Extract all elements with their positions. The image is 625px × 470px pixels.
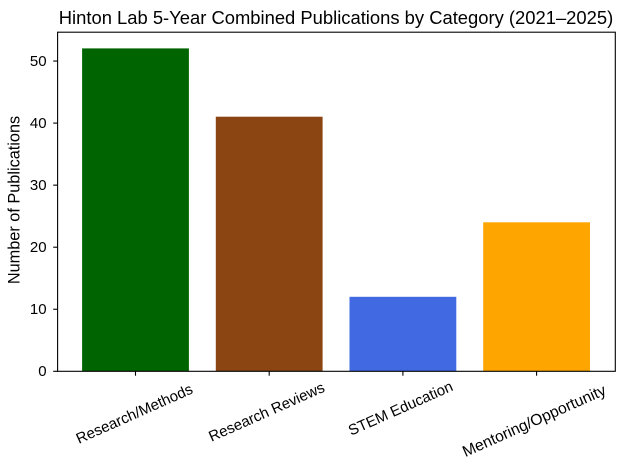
svg-text:Hinton Lab 5-Year Combined Pub: Hinton Lab 5-Year Combined Publications …	[59, 7, 613, 28]
svg-text:50: 50	[30, 53, 47, 70]
svg-text:0: 0	[38, 363, 46, 380]
svg-text:Number of Publications: Number of Publications	[5, 116, 23, 284]
svg-text:40: 40	[30, 115, 47, 132]
svg-text:10: 10	[30, 301, 47, 318]
svg-text:20: 20	[30, 239, 47, 256]
svg-text:30: 30	[30, 177, 47, 194]
